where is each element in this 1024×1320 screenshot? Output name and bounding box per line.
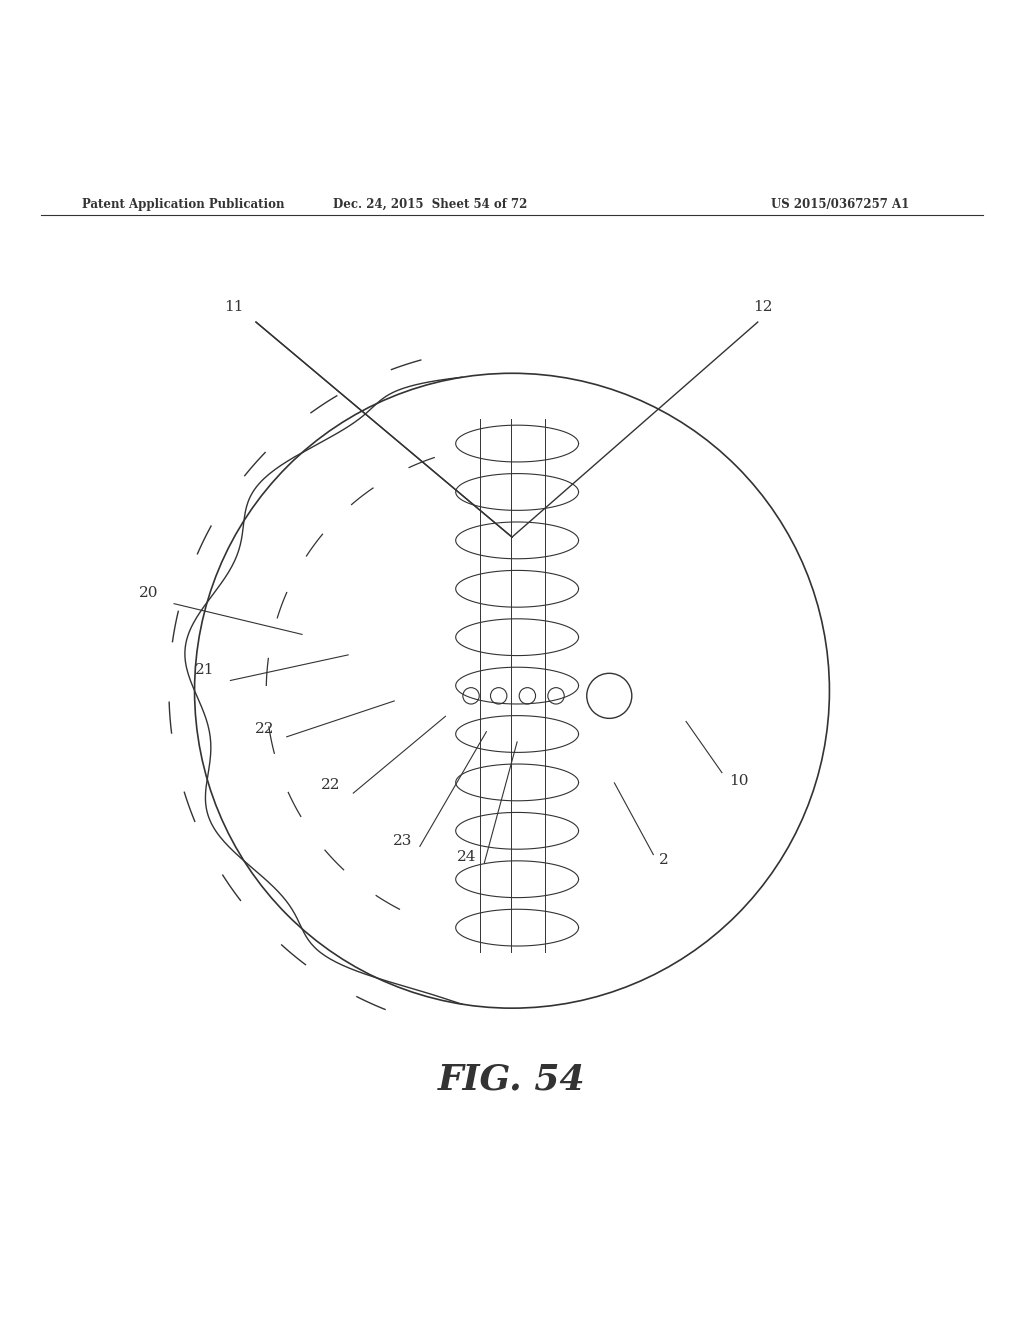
Text: 23: 23 (393, 834, 412, 849)
Text: 12: 12 (753, 300, 773, 314)
Text: 22: 22 (321, 777, 341, 792)
Text: FIG. 54: FIG. 54 (438, 1063, 586, 1097)
Text: 24: 24 (457, 850, 477, 863)
Text: Dec. 24, 2015  Sheet 54 of 72: Dec. 24, 2015 Sheet 54 of 72 (333, 198, 527, 211)
Text: 20: 20 (138, 586, 159, 601)
Text: US 2015/0367257 A1: US 2015/0367257 A1 (770, 198, 909, 211)
Text: 22: 22 (254, 722, 274, 735)
Text: 10: 10 (729, 774, 750, 788)
Text: 2: 2 (658, 853, 669, 867)
Text: 11: 11 (223, 300, 244, 314)
Text: 21: 21 (195, 663, 215, 677)
Text: Patent Application Publication: Patent Application Publication (82, 198, 285, 211)
